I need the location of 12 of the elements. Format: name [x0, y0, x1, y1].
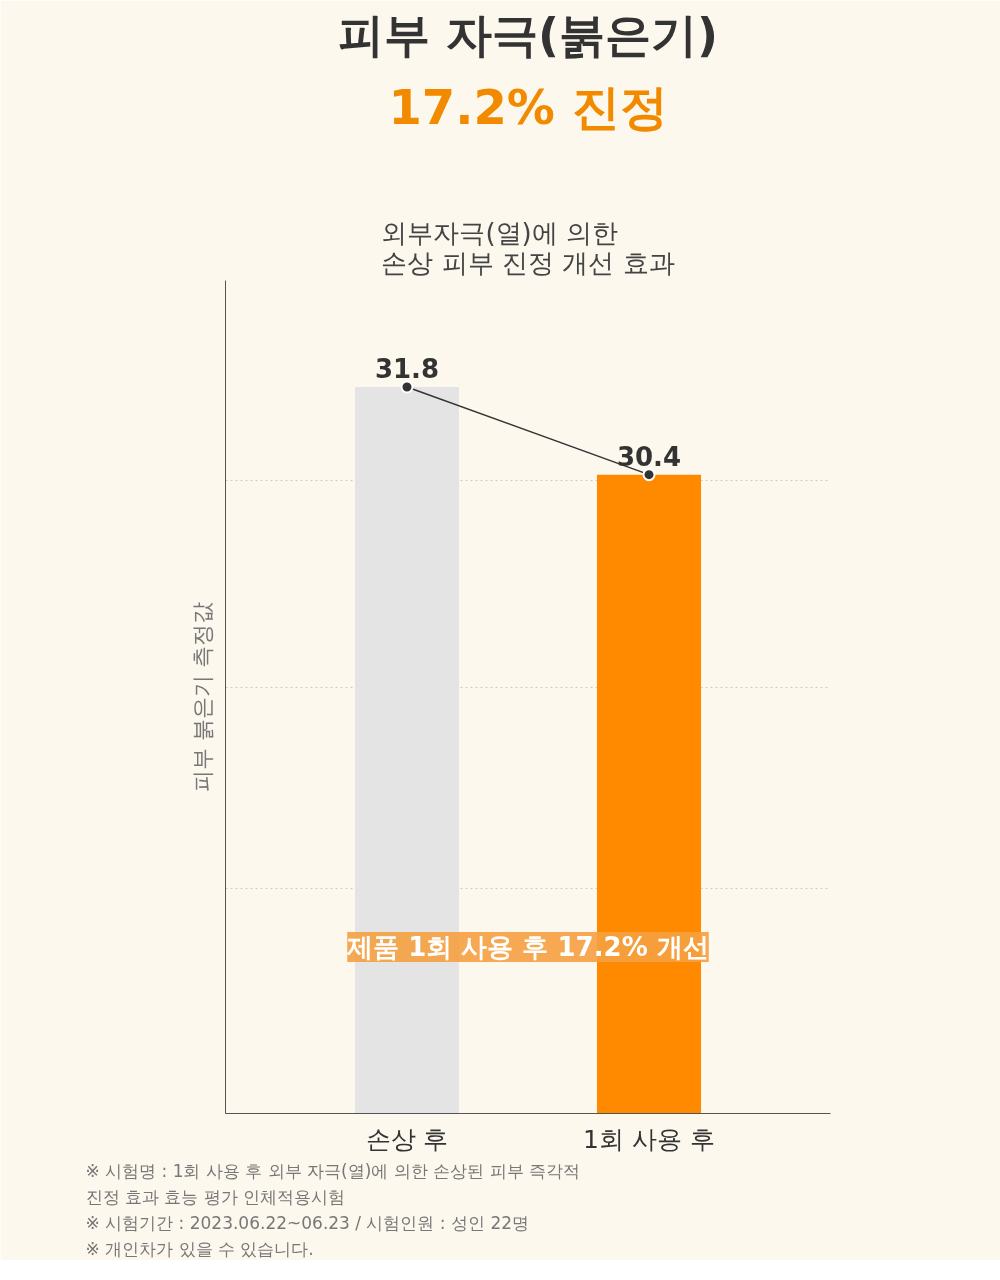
text: 외부자극(열)에 의한 손상 피부 진정 개선 효과	[381, 217, 675, 278]
data-label: 31.8	[374, 353, 440, 384]
chart-subtitle: 17.2% 진정	[388, 78, 668, 135]
text: ※ 시험명 : 1회 사용 후 외부 자극(열)에 의한 손상된 피부 즉각적 진정 효과 효능 평가 인체적용시험	[85, 1160, 580, 1207]
data-label: 30.4	[616, 441, 682, 472]
annotation: 제품 1회 사용 후 17.2% 개선	[346, 931, 709, 962]
x-tick-label: 손상 후	[365, 1124, 449, 1154]
y-axis-title: 피부 붉은기 측정값	[189, 601, 215, 792]
text: ※ 시험기간 : 2023.06.22~06.23 / 시험인원 : 성인 22명	[85, 1212, 530, 1233]
text: ※ 개인차가 있을 수 있습니다.	[85, 1238, 314, 1259]
x-tick-label: 1회 사용 후	[583, 1124, 715, 1154]
chart-title: 피부 자극(붉은기)	[337, 7, 719, 62]
